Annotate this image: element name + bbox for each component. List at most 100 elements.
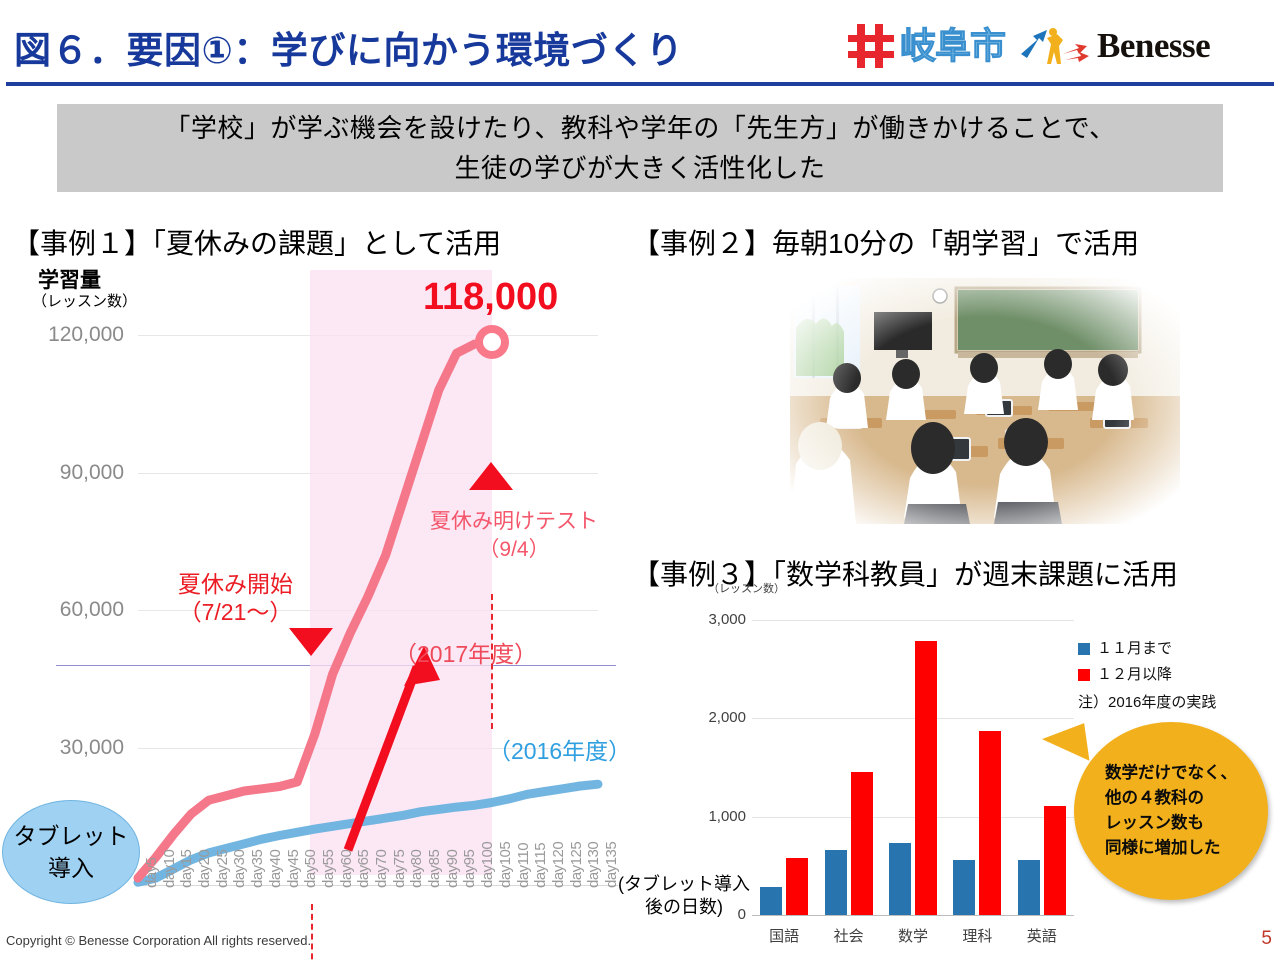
legend-item-red: １２月以降 [1078,662,1216,688]
annotation-summer-start-line2: （7/21～） [178,599,293,625]
callout-text: 数学だけでなく、 他の４教科の レッスン数も 同様に増加した [1105,761,1237,861]
benesse-figures-icon [1017,24,1091,68]
bar-chart: （レッスン数） 0 1,000 2,000 3,000 国語 社会 数学 理科 英語 [690,580,1090,945]
annotation-post-test-line2: （9/4） [478,538,550,561]
tablet-intro-bubble: タブレット 導入 [2,800,140,904]
summer-vacation-band [310,270,492,875]
line-chart-x-tick: day50 [302,849,320,888]
annotation-series-2017: （2017年度） [394,641,538,667]
bar-chart-bar [1043,805,1066,915]
line-chart-x-tick: day130 [585,841,603,888]
bar-chart-bar [1017,859,1040,915]
callout-line-2: 他の４教科の [1105,789,1204,807]
bar-chart-x-label: 理科 [962,928,993,945]
line-series-path [133,339,479,883]
page-number: 5 [1261,928,1272,949]
line-chart-x-tick: day115 [532,842,550,888]
line-chart-x-tick: day65 [355,849,373,888]
annotation-post-test: 夏休み明けテスト （9/4） [430,508,598,564]
line-chart-x-note: (タブレット導入 後の日数) [618,873,750,919]
post-test-marker-icon [469,462,513,490]
gifu-city-label: 岐阜市 [899,25,1006,67]
line-chart-y-tick: 30,000 [59,735,124,759]
line-chart-x-tick: day75 [390,849,408,888]
case3-heading: 【事例３】「数学科教員」が週末課題に活用 [632,559,1179,590]
line-chart-x-tick: day10 [160,849,178,888]
line-chart-x-tick: day40 [266,849,284,888]
line-chart-x-tick: day105 [496,841,514,888]
line-chart-x-tick: day45 [284,849,302,888]
summer-start-marker-icon [289,628,333,656]
line-chart-x-tick: day85 [426,849,444,888]
line-chart-y-tick: 90,000 [59,460,124,484]
bar-chart-x-label: 国語 [769,928,800,945]
bar-chart-x-label: 社会 [833,928,864,945]
header-divider [6,82,1274,86]
bar-chart-gridline [752,915,1074,916]
bar-chart-unit-label: （レッスン数） [708,583,785,595]
annotation-summer-start-line1: 夏休み開始 [178,571,293,597]
line-chart-x-tick: day120 [549,841,567,888]
line-chart-y-subtitle: （レッスン数） [32,293,138,310]
line-chart-x-tick: day125 [567,841,585,888]
summer-start-dashline [311,904,313,960]
page-title: 図６．要因①：学びに向かう環境づくり [14,30,684,71]
gifu-city-mark-icon [848,24,894,68]
line-chart-plot [133,339,603,887]
bar-chart-bar [979,731,1002,915]
annotation-post-test-line1: 夏休み明けテスト [430,510,598,533]
bar-chart-gridline [752,620,1074,621]
line-chart-x-note-line2: 後の日数) [645,897,723,917]
line-chart-x-tick: day110 [514,842,532,888]
bar-chart-gridline [752,816,1074,818]
line-series-path [133,779,603,887]
line-chart-x-tick: day70 [373,849,390,888]
bar-chart-bar [760,887,783,915]
line-chart-x-tick: day60 [337,849,355,888]
line-chart-x-axis [138,885,618,886]
callout-line-4: 同様に増加した [1105,839,1221,857]
line-chart-x-tick: day5 [143,857,160,888]
line-chart-x-tick: day30 [231,849,249,888]
line-chart-x-tick: day90 [443,849,461,888]
line-chart-y-tick: 120,000 [48,323,124,346]
bar-chart-bar [915,640,937,915]
bar-chart-bar [824,850,847,915]
legend-label-red: １２月以降 [1097,666,1173,683]
subtitle-line-2: 生徒の学びが大きく活性化した [454,153,826,183]
case2-heading: 【事例２】毎朝10分の「朝学習」で活用 [632,228,1140,259]
logo-group: 岐阜市 Benesse [848,20,1211,72]
legend-swatch-blue [1078,643,1090,655]
bar-chart-y-tick: 0 [737,906,746,923]
benesse-label: Benesse [1097,26,1211,65]
line-chart-x-tick: day15 [178,849,196,888]
line-chart: 学習量 （レッスン数） 30,000 60,000 90,000 120,000 [0,262,640,960]
line-chart-x-tick: day25 [213,849,231,888]
tablet-intro-line1: タブレット [13,823,129,849]
post-test-dashline [491,594,493,729]
tablet-intro-line2: 導入 [48,855,94,881]
case1-heading: 【事例１】「夏休みの課題」として活用 [12,228,502,259]
line-chart-x-note-line1: (タブレット導入 [618,874,750,894]
growth-arrow-icon [343,646,440,852]
bar-chart-y-tick: 1,000 [708,807,746,825]
classroom-photo [790,278,1180,524]
bar-chart-legend: １１月まで １２月以降 注）2016年度の実践 [1078,636,1216,716]
bar-chart-bar [953,859,976,915]
annotation-summer-start: 夏休み開始 （7/21～） [178,570,293,626]
line-chart-y-title: 学習量 [38,269,101,292]
bar-chart-gridline [752,718,1074,720]
callout-line-1: 数学だけでなく、 [1105,764,1237,782]
subtitle-line-1: 「学校」が学ぶ機会を設けたり、教科や学年の「先生方」が働きかけることで、 [164,113,1116,143]
line-chart-x-tick: day55 [319,849,337,888]
bar-chart-bar [889,843,911,915]
bar-chart-x-label: 数学 [897,928,928,945]
callout-tail [1040,723,1090,767]
legend-item-blue: １１月まで [1078,636,1216,662]
line-chart-x-tick: day35 [249,849,267,888]
bar-chart-bar [850,772,873,915]
copyright-text: Copyright © Benesse Corporation All righ… [6,933,312,948]
peak-point-marker [475,325,509,359]
line-chart-x-tick: day80 [408,849,426,888]
annotation-series-2016: （2016年度） [488,738,632,764]
